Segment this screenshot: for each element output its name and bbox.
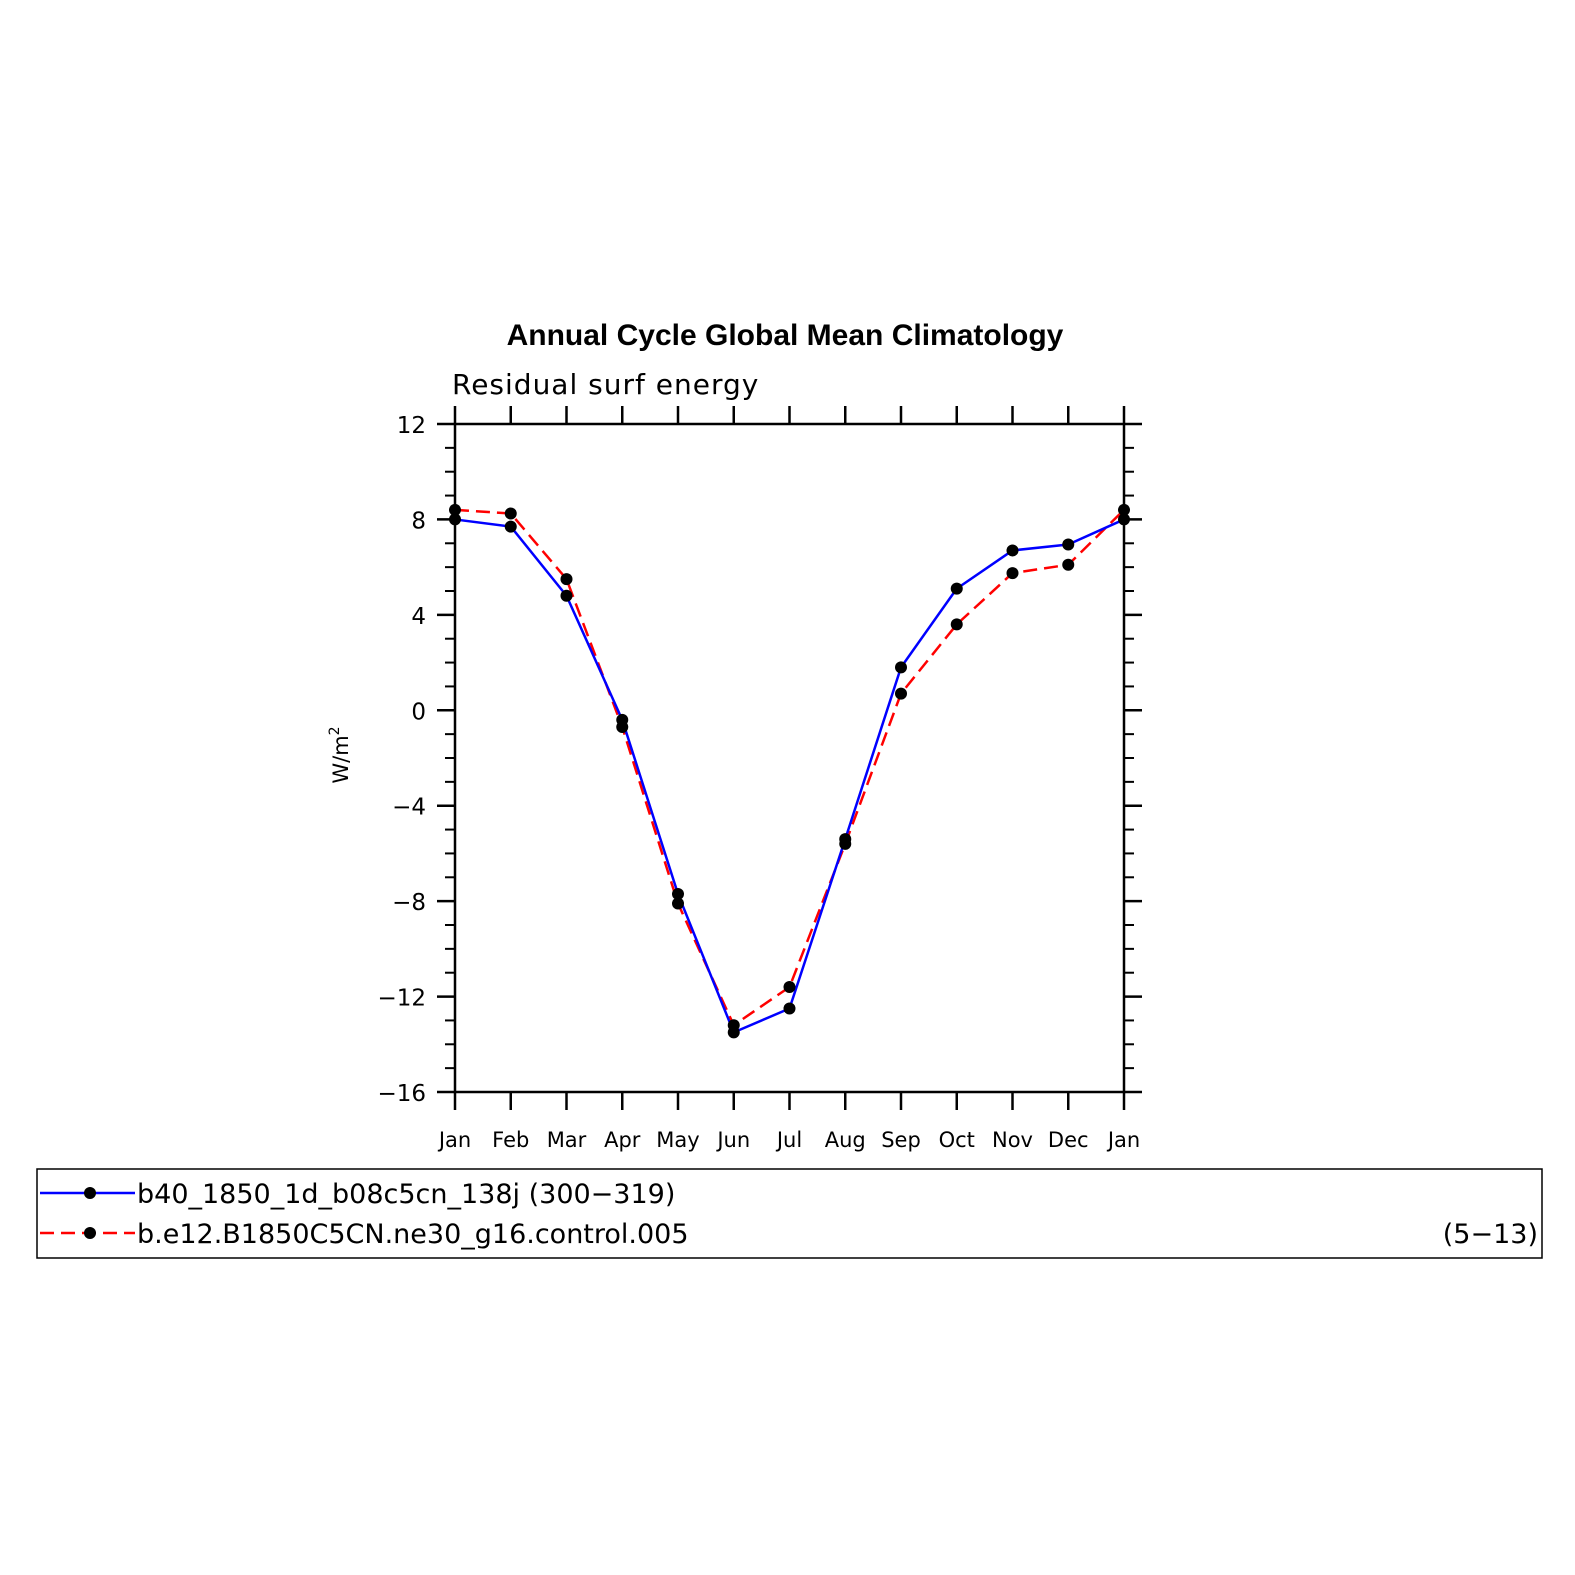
y-tick-label: 4: [411, 604, 426, 630]
data-point: [1118, 503, 1130, 516]
x-tick-label: Oct: [939, 1128, 975, 1152]
data-point: [449, 513, 461, 526]
data-point: [1006, 544, 1019, 557]
legend-marker-1: [84, 1187, 96, 1199]
chart-title: Annual Cycle Global Mean Climatology: [507, 319, 1064, 352]
data-point: [1118, 513, 1130, 526]
x-tick-label: Dec: [1048, 1128, 1089, 1152]
y-axis-label-superscript: 2: [327, 726, 343, 735]
legend-items: [40, 1187, 135, 1239]
data-point: [950, 582, 963, 595]
data-point: [672, 887, 684, 900]
y-tick-label: −12: [377, 986, 426, 1012]
data-point: [560, 589, 573, 602]
data-point: [1006, 567, 1019, 580]
legend-marker-2: [84, 1227, 96, 1239]
x-tick-label: Aug: [825, 1128, 866, 1152]
x-tick-label: Feb: [492, 1128, 529, 1152]
y-tick-label: 8: [411, 508, 426, 534]
data-point: [504, 507, 517, 520]
x-tick-label: Jul: [775, 1128, 802, 1152]
legend-label-2: b.e12.B1850C5CN.ne30_g16.control.005: [137, 1219, 689, 1250]
data-point: [895, 687, 907, 700]
x-tick-label: Nov: [992, 1128, 1033, 1152]
data-point: [783, 1002, 796, 1015]
series-line-2: [454, 508, 1125, 1027]
chart-subtitle: Residual surf energy: [452, 368, 759, 401]
data-point: [727, 1019, 740, 1032]
x-tick-labels: Jan Feb Mar Apr May Jun Jul Aug Sep Oct Nov Dec Jan: [437, 1128, 1140, 1152]
data-point: [504, 520, 517, 533]
x-tick-label: Jun: [715, 1128, 750, 1152]
data-point: [449, 503, 461, 516]
data-point: [895, 661, 907, 674]
y-axis-label-text: W/m: [329, 735, 353, 783]
legend-extra-2: (5−13): [1443, 1219, 1538, 1250]
y-axis-label: W/m2: [327, 726, 353, 783]
x-tick-label: Jan: [437, 1128, 471, 1152]
legend-label-1: b40_1850_1d_b08c5cn_138j (300−319): [137, 1179, 675, 1210]
x-tick-label: Mar: [547, 1128, 587, 1152]
legend-box: [36, 1168, 1543, 1259]
svg-text:W/m2: W/m2: [327, 726, 353, 783]
series-lines: [454, 508, 1125, 1034]
data-point: [1062, 538, 1075, 551]
x-tick-label: Jan: [1106, 1128, 1140, 1152]
y-tick-label: −4: [392, 795, 426, 821]
data-point: [672, 897, 684, 910]
data-point: [616, 720, 629, 733]
x-tick-label: May: [656, 1128, 699, 1152]
data-point: [950, 618, 963, 631]
y-tick-label: 12: [397, 413, 426, 439]
data-point: [1062, 558, 1075, 571]
y-tick-label: −8: [392, 890, 426, 916]
plot-frame: [453, 422, 1126, 1094]
y-tick-label: 0: [411, 699, 426, 725]
y-tick-labels: −16 −12 −8 −4 0 4 8 12: [377, 413, 426, 1107]
series-markers: [449, 503, 1130, 1039]
legend: b40_1850_1d_b08c5cn_138j (300−319) b.e12…: [36, 1168, 1543, 1259]
x-tick-label: Sep: [881, 1128, 921, 1152]
y-tick-label: −16: [377, 1081, 426, 1107]
data-point: [783, 981, 796, 994]
series-line-1: [454, 518, 1125, 1034]
data-point: [560, 573, 573, 586]
axis-ticks: [437, 406, 1142, 1110]
x-tick-label: Apr: [604, 1128, 641, 1152]
data-point: [839, 837, 852, 850]
